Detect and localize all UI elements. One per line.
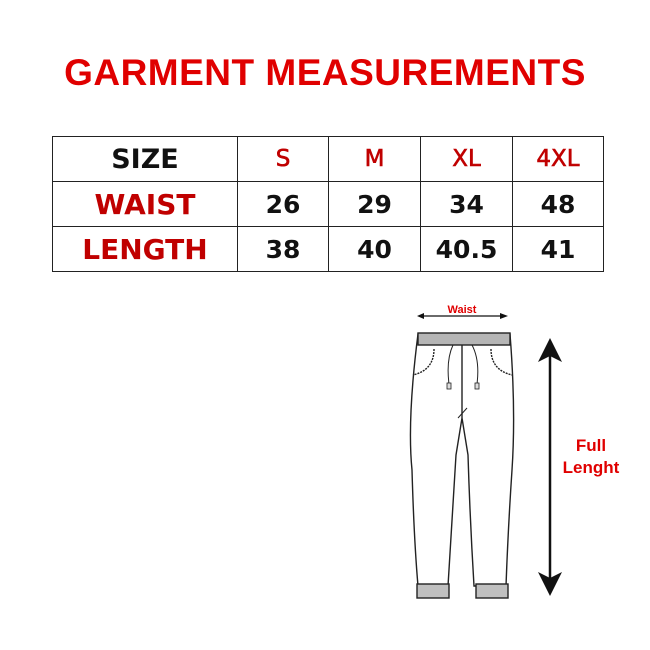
table-row-length: LENGTH 38 40 40.5 41 xyxy=(52,226,604,272)
header-m: M xyxy=(328,136,421,182)
cell: 40.5 xyxy=(420,226,513,272)
page-title: GARMENT MEASUREMENTS xyxy=(64,52,586,93)
cell: 41 xyxy=(512,226,604,272)
size-chart-table: SIZE S M XL 4XL WAIST 26 29 34 48 LENGTH… xyxy=(52,136,604,272)
header-size: SIZE xyxy=(52,136,238,182)
length-label-line1: Full xyxy=(576,436,606,455)
row-label-length: LENGTH xyxy=(52,226,238,272)
waist-label: Waist xyxy=(448,304,477,316)
cell: 48 xyxy=(512,181,604,227)
cell: 40 xyxy=(328,226,421,272)
pants-icon xyxy=(409,332,515,599)
length-arrow xyxy=(538,338,562,596)
length-label-line2: Lenght xyxy=(563,458,620,477)
cell: 29 xyxy=(328,181,421,227)
cell: 38 xyxy=(237,226,329,272)
